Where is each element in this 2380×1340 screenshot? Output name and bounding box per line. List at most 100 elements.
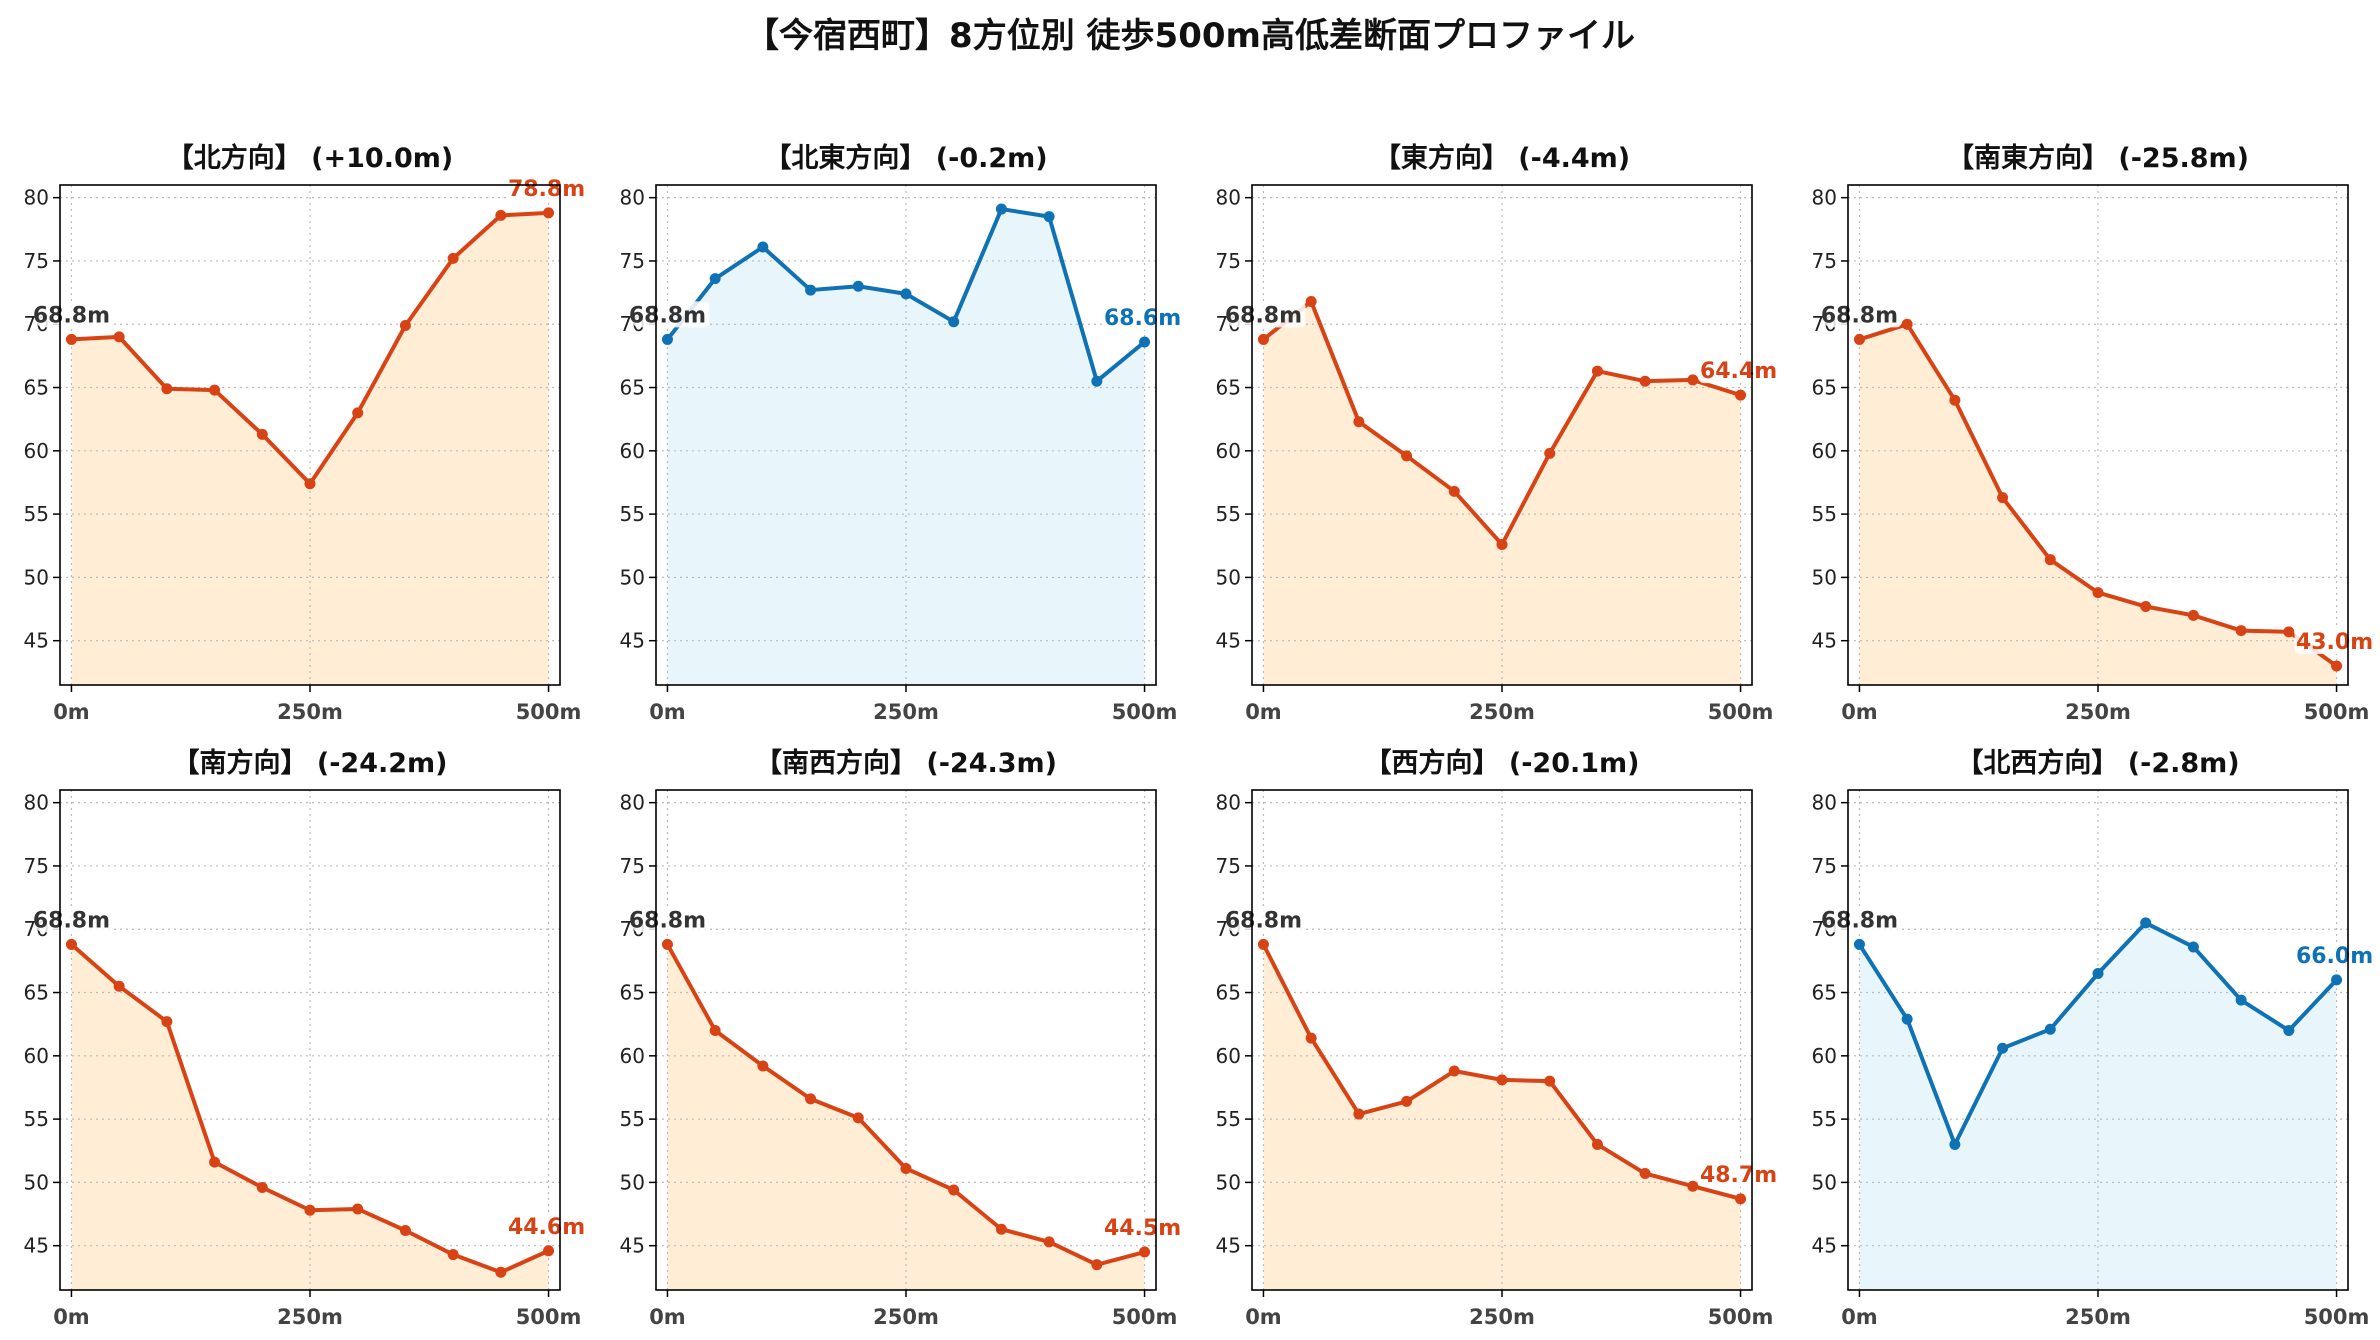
y-tick-label: 50 — [1216, 1170, 1241, 1194]
data-point — [161, 383, 173, 395]
x-tick-label: 500m — [1112, 1305, 1178, 1329]
data-point — [399, 1225, 411, 1237]
data-point — [1544, 1075, 1556, 1087]
data-point — [209, 384, 221, 396]
data-point — [805, 1093, 817, 1105]
end-label: 66.0m — [2296, 944, 2373, 969]
y-tick-label: 50 — [24, 1170, 49, 1194]
axes-frame — [655, 789, 1157, 1291]
y-tick-label: 60 — [1216, 439, 1241, 463]
y-tick-label: 80 — [1216, 186, 1241, 210]
start-label-box — [37, 906, 114, 933]
data-point — [1735, 389, 1747, 401]
data-point — [1639, 375, 1651, 387]
y-tick-label: 65 — [1216, 376, 1241, 400]
y-tick-label: 80 — [24, 186, 49, 210]
start-label: 68.8m — [629, 908, 706, 933]
y-tick-label: 60 — [1812, 1044, 1837, 1068]
data-point — [1091, 1259, 1103, 1271]
data-point — [661, 333, 673, 345]
data-point — [1448, 1065, 1460, 1077]
start-label: 68.8m — [1225, 908, 1302, 933]
end-label-box — [2294, 628, 2375, 655]
data-point — [805, 284, 817, 296]
data-point — [900, 288, 912, 300]
end-label-box — [506, 174, 587, 201]
axes-frame — [1251, 789, 1753, 1291]
data-point — [543, 1245, 555, 1257]
data-point — [1687, 374, 1699, 386]
data-point — [1401, 450, 1413, 462]
y-tick-label: 45 — [1216, 629, 1241, 653]
y-tick-label: 65 — [620, 376, 645, 400]
data-point — [1139, 1246, 1151, 1258]
x-tick-label: 0m — [1245, 700, 1282, 724]
area-fill — [1859, 922, 2337, 1290]
y-tick-label: 65 — [24, 376, 49, 400]
start-label-box — [37, 301, 114, 328]
data-point — [2283, 626, 2295, 638]
data-point — [1257, 938, 1269, 950]
data-point — [900, 1162, 912, 1174]
axes-frame — [1847, 789, 2349, 1291]
data-point — [1997, 1042, 2009, 1054]
x-tick-label: 0m — [649, 700, 686, 724]
x-tick-label: 0m — [1841, 700, 1878, 724]
data-point — [995, 203, 1007, 215]
data-point — [1353, 416, 1365, 428]
figure-title: 【今宿西町】8方位別 徒歩500m高低差断面プロファイル — [745, 16, 1635, 56]
chart-title: 【東方向】 (-4.4m) — [1374, 142, 1630, 174]
x-tick-label: 0m — [53, 700, 90, 724]
y-tick-label: 65 — [24, 981, 49, 1005]
data-point — [1853, 938, 1865, 950]
data-point — [1544, 447, 1556, 459]
y-tick-label: 60 — [620, 1044, 645, 1068]
y-tick-label: 45 — [1812, 1234, 1837, 1258]
data-point — [1591, 1138, 1603, 1150]
y-tick-label: 75 — [620, 854, 645, 878]
start-label-box — [1825, 301, 1902, 328]
data-point — [1448, 485, 1460, 497]
area-fill — [667, 944, 1145, 1290]
chart-title: 【南東方向】 (-25.8m) — [1947, 142, 2249, 174]
area-fill — [1263, 944, 1741, 1290]
y-tick-label: 60 — [24, 1044, 49, 1068]
data-point — [661, 938, 673, 950]
end-label-box — [1698, 357, 1779, 384]
data-point — [1949, 394, 1961, 406]
x-tick-label: 500m — [516, 700, 582, 724]
area-fill — [1859, 324, 2337, 685]
start-label: 68.8m — [1225, 303, 1302, 328]
y-tick-label: 65 — [620, 981, 645, 1005]
data-point — [2140, 917, 2152, 929]
y-tick-label: 60 — [620, 439, 645, 463]
data-point — [447, 1249, 459, 1261]
y-tick-label: 80 — [1812, 791, 1837, 815]
data-point — [352, 1203, 364, 1215]
y-tick-label: 50 — [620, 1170, 645, 1194]
y-tick-label: 55 — [24, 502, 49, 526]
y-tick-label: 55 — [620, 1107, 645, 1131]
data-point — [1496, 538, 1508, 550]
y-tick-label: 75 — [24, 249, 49, 273]
data-point — [948, 1184, 960, 1196]
end-label: 43.0m — [2296, 630, 2373, 655]
end-label: 44.5m — [1104, 1216, 1181, 1241]
y-tick-label: 80 — [1812, 186, 1837, 210]
start-label-box — [1229, 301, 1306, 328]
y-tick-label: 55 — [24, 1107, 49, 1131]
start-label-box — [1229, 906, 1306, 933]
data-point — [1043, 211, 1055, 223]
data-point — [399, 320, 411, 332]
x-tick-label: 0m — [53, 1305, 90, 1329]
y-tick-label: 60 — [24, 439, 49, 463]
y-tick-label: 50 — [1216, 565, 1241, 589]
data-point — [1401, 1095, 1413, 1107]
start-label: 68.8m — [629, 303, 706, 328]
x-tick-label: 250m — [873, 1305, 939, 1329]
y-tick-label: 55 — [620, 502, 645, 526]
end-label: 68.6m — [1104, 306, 1181, 331]
